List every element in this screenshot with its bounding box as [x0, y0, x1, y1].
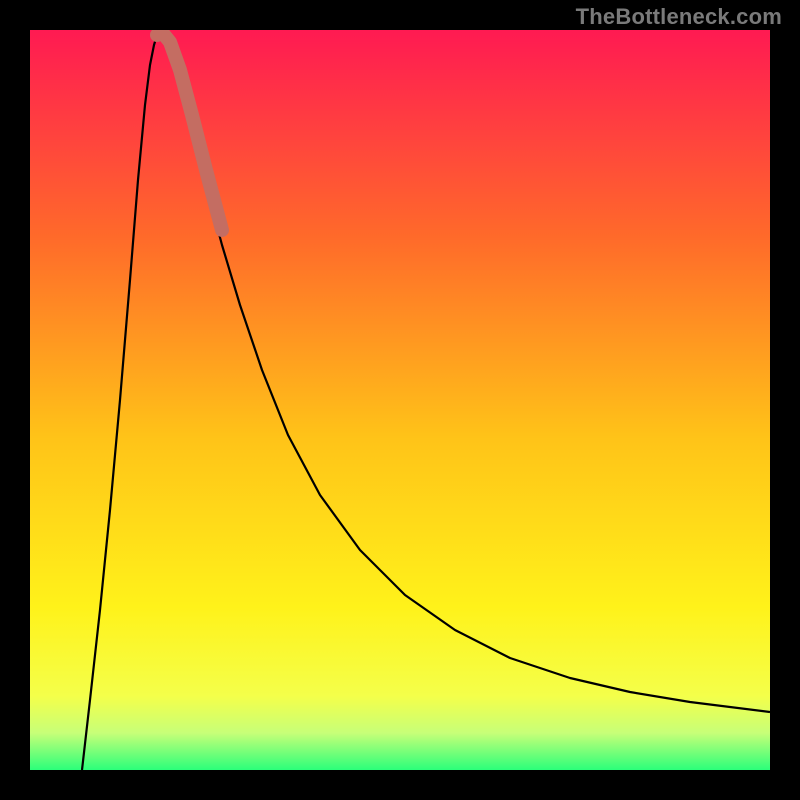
watermark-text: TheBottleneck.com [576, 4, 782, 30]
bottleneck-curve [82, 31, 770, 770]
plot-area [30, 30, 770, 770]
highlight-segment [157, 31, 222, 230]
chart-frame: TheBottleneck.com [0, 0, 800, 800]
curve-layer [30, 30, 770, 770]
